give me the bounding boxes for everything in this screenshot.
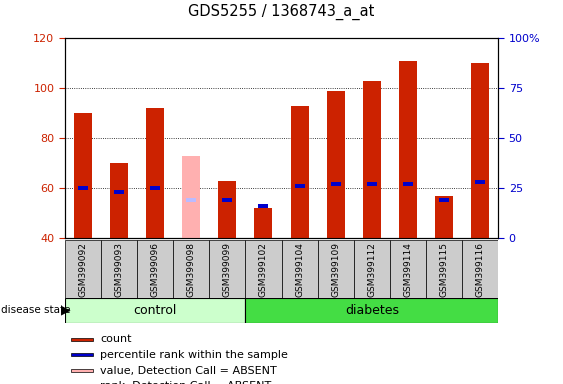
Bar <box>254 208 272 238</box>
Bar <box>182 156 200 238</box>
Bar <box>318 240 354 298</box>
Bar <box>367 182 377 186</box>
Bar <box>294 184 305 188</box>
Text: GSM399109: GSM399109 <box>331 242 340 297</box>
Bar <box>258 204 269 208</box>
Bar <box>72 353 93 356</box>
Text: ▶: ▶ <box>61 304 70 316</box>
Bar <box>439 198 449 202</box>
Text: diabetes: diabetes <box>345 304 399 316</box>
Text: GSM399096: GSM399096 <box>150 242 159 297</box>
Bar <box>150 186 160 190</box>
Text: control: control <box>133 304 177 316</box>
Text: disease state: disease state <box>1 305 70 315</box>
Text: GSM399104: GSM399104 <box>295 242 304 296</box>
Text: GSM399112: GSM399112 <box>367 242 376 296</box>
Bar <box>330 182 341 186</box>
Text: GSM399093: GSM399093 <box>114 242 123 297</box>
Text: GDS5255 / 1368743_a_at: GDS5255 / 1368743_a_at <box>188 4 375 20</box>
Bar <box>72 369 93 372</box>
Bar <box>403 182 413 186</box>
Bar <box>435 195 453 238</box>
Bar <box>399 61 417 238</box>
Bar <box>475 180 485 184</box>
Text: GSM399102: GSM399102 <box>259 242 268 296</box>
Text: GSM399099: GSM399099 <box>223 242 232 297</box>
Text: percentile rank within the sample: percentile rank within the sample <box>100 350 288 360</box>
Text: GSM399115: GSM399115 <box>440 242 449 297</box>
Bar <box>146 108 164 238</box>
Text: GSM399116: GSM399116 <box>476 242 485 297</box>
Bar <box>291 106 309 238</box>
Bar <box>209 240 245 298</box>
Text: value, Detection Call = ABSENT: value, Detection Call = ABSENT <box>100 366 277 376</box>
Bar <box>462 240 498 298</box>
Bar <box>390 240 426 298</box>
Bar <box>65 298 245 323</box>
Text: count: count <box>100 334 132 344</box>
Bar <box>282 240 318 298</box>
Bar <box>186 198 196 202</box>
Bar <box>218 180 236 238</box>
Bar <box>222 198 233 202</box>
Bar <box>101 240 137 298</box>
Bar <box>72 338 93 341</box>
Text: GSM399114: GSM399114 <box>404 242 413 296</box>
Bar <box>78 186 88 190</box>
Text: rank, Detection Call = ABSENT: rank, Detection Call = ABSENT <box>100 381 272 384</box>
Bar <box>245 298 498 323</box>
Text: GSM399092: GSM399092 <box>78 242 87 296</box>
Text: GSM399098: GSM399098 <box>187 242 196 297</box>
Bar <box>354 240 390 298</box>
Bar <box>471 63 489 238</box>
Bar <box>65 240 101 298</box>
Bar <box>426 240 462 298</box>
Bar <box>327 91 345 238</box>
Bar <box>110 163 128 238</box>
Bar <box>173 240 209 298</box>
Bar <box>137 240 173 298</box>
Bar <box>245 240 282 298</box>
Bar <box>74 113 92 238</box>
Bar <box>363 81 381 238</box>
Bar <box>114 190 124 194</box>
